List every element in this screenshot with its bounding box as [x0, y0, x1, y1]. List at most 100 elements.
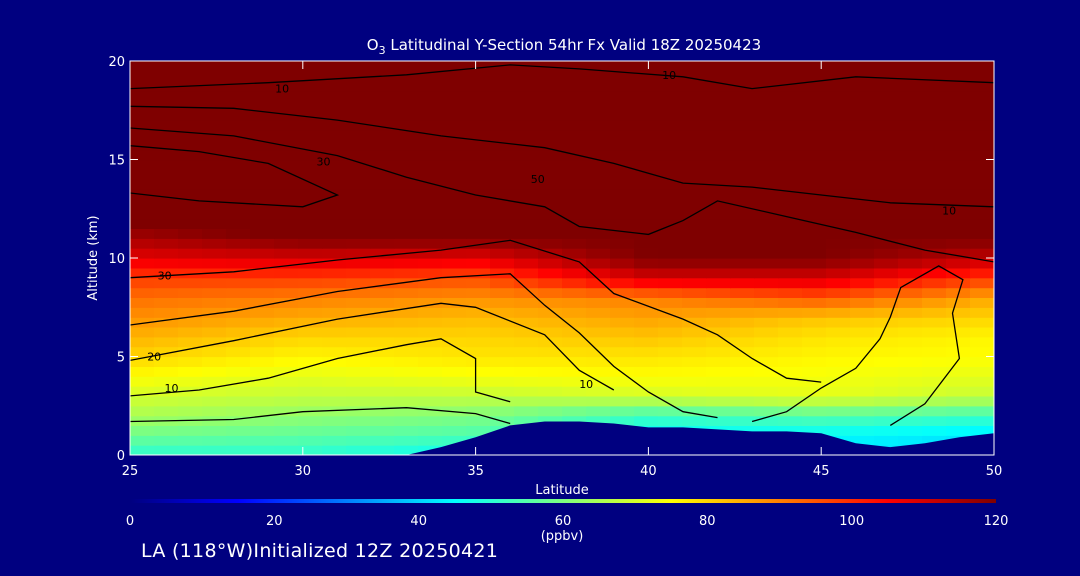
ozone-cell: [682, 149, 707, 161]
ozone-cell: [466, 395, 491, 407]
ozone-cell: [658, 248, 683, 259]
ozone-cell: [250, 366, 275, 377]
ozone-cell: [946, 139, 971, 151]
ozone-cell: [898, 376, 923, 387]
ozone-cell: [922, 415, 947, 426]
ozone-cell: [322, 100, 347, 111]
ozone-cell: [874, 228, 899, 239]
y-tick-label: 20: [108, 55, 125, 70]
ozone-cell: [922, 425, 947, 436]
ozone-cell: [322, 228, 347, 239]
ozone-cell: [802, 346, 827, 358]
ozone-cell: [586, 70, 611, 82]
ozone-cell: [202, 90, 227, 101]
ozone-cell: [538, 326, 563, 338]
ozone-cell: [394, 317, 419, 328]
ozone-cell: [922, 346, 947, 358]
ozone-cell: [442, 248, 467, 259]
ozone-cell: [658, 267, 683, 279]
ozone-cell: [874, 277, 899, 289]
ozone-cell: [946, 228, 971, 239]
ozone-cell: [778, 356, 803, 367]
ozone-cell: [274, 218, 299, 229]
ozone-cell: [754, 169, 779, 180]
ozone-cell: [178, 208, 203, 220]
ozone-cell: [370, 120, 395, 131]
ozone-cell: [490, 80, 515, 92]
ozone-cell: [802, 317, 827, 328]
ozone-cell: [610, 317, 635, 328]
ozone-cell: [826, 425, 851, 436]
ozone-cell: [178, 198, 203, 210]
ozone-cell: [418, 326, 443, 338]
ozone-cell: [298, 179, 323, 190]
ozone-cell: [778, 376, 803, 387]
ozone-cell: [946, 120, 971, 131]
ozone-cell: [802, 80, 827, 92]
ozone-cell: [802, 287, 827, 298]
ozone-cell: [154, 238, 179, 249]
ozone-cell: [442, 277, 467, 289]
ozone-cell: [898, 297, 923, 308]
ozone-cell: [874, 258, 899, 269]
ozone-cell: [802, 70, 827, 82]
chart-title-subscript: 3: [379, 44, 386, 57]
ozone-cell: [562, 307, 587, 318]
ozone-cell: [346, 386, 371, 397]
ozone-cell: [322, 346, 347, 358]
ozone-cell: [370, 326, 395, 338]
ozone-cell: [778, 287, 803, 298]
ozone-cell: [322, 376, 347, 387]
ozone-cell: [274, 198, 299, 210]
ozone-cell: [130, 90, 155, 101]
ozone-cell: [178, 110, 203, 121]
ozone-cell: [418, 267, 443, 279]
ozone-cell: [178, 346, 203, 358]
ozone-cell: [634, 356, 659, 367]
ozone-cell: [970, 356, 994, 367]
ozone-cell: [274, 90, 299, 101]
ozone-cell: [346, 346, 371, 358]
ozone-cell: [586, 356, 611, 367]
ozone-cell: [634, 395, 659, 407]
ozone-cell: [682, 238, 707, 249]
ozone-cell: [154, 317, 179, 328]
ozone-cell: [178, 376, 203, 387]
ozone-cell: [178, 366, 203, 377]
ozone-cell: [826, 405, 851, 417]
ozone-cell: [706, 258, 731, 269]
ozone-cell: [754, 159, 779, 170]
ozone-cell: [946, 130, 971, 141]
ozone-cell: [370, 238, 395, 249]
ozone-cell: [610, 179, 635, 190]
ozone-cell: [514, 267, 539, 279]
ozone-cell: [826, 169, 851, 180]
ozone-cell: [370, 277, 395, 289]
ozone-cell: [682, 248, 707, 259]
ozone-cell: [610, 100, 635, 111]
ozone-cell: [658, 90, 683, 101]
ozone-cell: [826, 326, 851, 338]
ozone-cell: [802, 297, 827, 308]
ozone-cell: [490, 218, 515, 229]
contour-line: [130, 338, 511, 403]
ozone-cell: [274, 297, 299, 308]
ozone-cell: [658, 208, 683, 220]
contour-label: 10: [662, 69, 676, 82]
ozone-cell: [826, 346, 851, 358]
ozone-cell: [610, 376, 635, 387]
ozone-cell: [250, 376, 275, 387]
ozone-cell: [658, 287, 683, 298]
ozone-cell: [970, 100, 994, 111]
colorbar-ticks: 0 20 40 60 80 100 120: [126, 514, 1009, 529]
ozone-cell: [538, 61, 563, 72]
ozone-cell: [226, 189, 251, 200]
ozone-cell: [154, 208, 179, 220]
ozone-cell: [826, 90, 851, 101]
ozone-cell: [946, 395, 971, 407]
ozone-cell: [730, 307, 755, 318]
ozone-cell: [442, 366, 467, 377]
ozone-cell: [250, 297, 275, 308]
ozone-cell: [394, 425, 419, 436]
ozone-cell: [394, 120, 419, 131]
